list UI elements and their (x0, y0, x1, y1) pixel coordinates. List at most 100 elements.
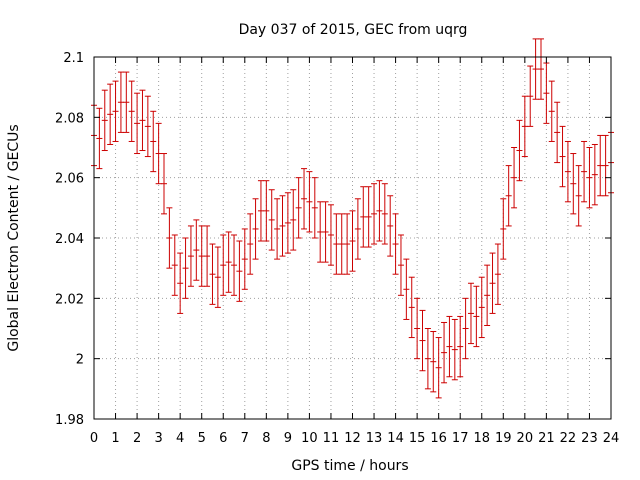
error-bar-point (225, 231, 232, 293)
error-bar-point (575, 165, 582, 227)
error-bar-point (500, 198, 507, 260)
error-bar-point (274, 198, 281, 260)
error-bar-point (117, 71, 124, 133)
error-bar-point (484, 264, 491, 326)
error-bar-point (241, 228, 248, 290)
x-tick-label: 21 (538, 431, 555, 446)
error-bar-point (112, 80, 119, 142)
y-tick-label: 2 (76, 353, 84, 368)
x-tick-label: 17 (452, 431, 469, 446)
error-bar-point (182, 237, 189, 299)
error-bar-point (597, 134, 604, 197)
error-bar-point (457, 315, 464, 378)
error-bar-point (489, 252, 496, 314)
error-bar-point (473, 285, 480, 348)
error-bar-point (430, 331, 437, 393)
error-bar-point (333, 213, 340, 275)
error-bar-point (387, 195, 394, 257)
error-bar-point (581, 140, 588, 203)
tick-marks (93, 56, 612, 420)
error-bar-point (247, 213, 254, 275)
x-tick-label: 1 (111, 431, 119, 446)
x-tick-label: 0 (90, 431, 98, 446)
error-bar-point (376, 180, 383, 242)
error-bar-point (403, 258, 410, 320)
x-tick-label: 8 (262, 431, 270, 446)
x-tick-labels: 0 1 2 3 4 5 6 7 8 9 10 11 12 13 14 15 16 17 18 19 20 21 22 23 24 (90, 431, 619, 446)
error-bar-point (257, 180, 264, 242)
error-bar-point (155, 122, 162, 185)
error-bar-point (209, 243, 216, 305)
error-bar-point (537, 38, 544, 100)
x-tick-label: 23 (581, 431, 598, 446)
error-bar-point (231, 234, 238, 296)
error-bar-point (301, 168, 308, 230)
error-bar-point (134, 92, 141, 155)
x-tick-label: 14 (387, 431, 404, 446)
x-tick-label: 2 (133, 431, 141, 446)
error-bar-point (381, 183, 388, 245)
y-tick-label: 2.1 (63, 51, 84, 66)
error-bar-point (198, 225, 205, 287)
error-bar-point (177, 252, 184, 314)
error-bar-point (570, 153, 577, 215)
error-bar-point (505, 165, 512, 227)
error-bar-point (371, 183, 378, 245)
y-tick-label: 2.02 (55, 292, 84, 307)
error-bar-point (435, 337, 442, 399)
error-bar-point (424, 328, 431, 390)
error-bar-point (451, 318, 458, 381)
error-bar-point (478, 276, 485, 339)
error-bar-point (365, 186, 372, 248)
error-bar-point (446, 315, 453, 378)
x-tick-label: 11 (323, 431, 340, 446)
error-bar-point (128, 80, 135, 142)
error-bar-point (311, 177, 318, 239)
error-bar-point (204, 225, 211, 287)
error-bar-point (527, 65, 534, 127)
x-tick-label: 12 (344, 431, 361, 446)
error-bar-point (564, 140, 571, 203)
x-tick-label: 20 (517, 431, 534, 446)
error-bar-point (214, 246, 221, 308)
error-bar-point (408, 276, 415, 339)
error-bar-point (554, 101, 561, 164)
y-tick-label: 1.98 (55, 413, 84, 428)
error-bar-point (559, 125, 566, 188)
error-bar-point (397, 234, 404, 296)
error-bar-point (419, 309, 426, 372)
error-bar-point (166, 207, 173, 269)
x-tick-label: 5 (198, 431, 206, 446)
error-bar-point (548, 80, 555, 142)
error-bar-point (284, 192, 291, 254)
x-axis-label: GPS time / hours (291, 458, 408, 474)
x-tick-label: 3 (154, 431, 162, 446)
error-bar-point (263, 180, 270, 242)
error-bar-point (414, 297, 421, 360)
y-tick-label: 2.08 (55, 111, 84, 126)
error-bar-point (392, 213, 399, 275)
error-bar-point (338, 213, 345, 275)
error-bar-point (220, 234, 227, 296)
error-bar-point (279, 195, 286, 257)
error-bar-point (252, 198, 259, 260)
error-bar-point (306, 171, 313, 233)
y-tick-labels: 1.98 2 2.02 2.04 2.06 2.08 2.1 (55, 51, 84, 428)
error-bar-point (349, 210, 356, 272)
error-bar-point (441, 321, 448, 384)
x-tick-label: 6 (219, 431, 227, 446)
x-tick-label: 15 (409, 431, 426, 446)
gec-series (91, 38, 614, 399)
error-bar-point (543, 62, 550, 124)
error-bar-point (354, 198, 361, 260)
error-bar-point (290, 189, 297, 251)
error-bar-point (187, 225, 194, 287)
y-axis-label: Global Electron Content / GECUs (6, 124, 22, 351)
error-bar-point (322, 201, 329, 263)
error-bar-point (532, 38, 539, 100)
error-bar-point (467, 282, 474, 345)
x-tick-label: 13 (366, 431, 383, 446)
error-bar-point (586, 147, 593, 209)
error-bar-point (511, 147, 518, 209)
